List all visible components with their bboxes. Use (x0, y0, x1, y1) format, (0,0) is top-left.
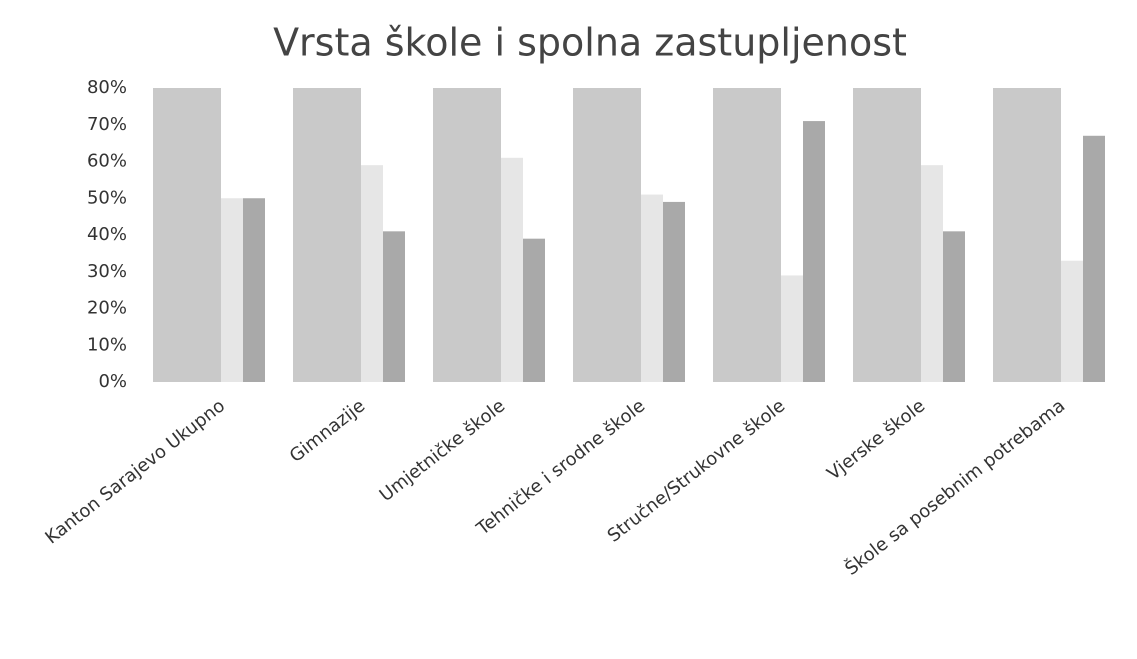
y-tick-label: 20% (87, 298, 127, 319)
y-tick-label: 0% (98, 371, 127, 392)
bar (293, 88, 361, 382)
bar (713, 88, 781, 382)
bar (383, 231, 405, 382)
bar (523, 238, 545, 382)
y-tick-label: 60% (87, 151, 127, 172)
x-tick-label: Kanton Sarajevo Ukupno (41, 395, 229, 548)
bar (921, 165, 943, 382)
x-tick-label: Gimnazije (286, 395, 369, 467)
bar (993, 88, 1061, 382)
bar (663, 201, 685, 382)
bar (853, 88, 921, 382)
chart-title: Vrsta škole i spolna zastupljenost (273, 21, 907, 65)
bar (501, 157, 523, 382)
y-tick-label: 80% (87, 77, 127, 98)
y-tick-label: 70% (87, 114, 127, 135)
bar (1083, 135, 1105, 382)
bar (803, 121, 825, 382)
bar (243, 198, 265, 382)
y-tick-label: 40% (87, 224, 127, 245)
x-tick-label: Škole sa posebnim potrebama (841, 395, 1069, 580)
x-tick-label: Umjetničke škole (376, 395, 509, 506)
bar (221, 198, 243, 382)
y-tick-label: 50% (87, 187, 127, 208)
bar (1061, 260, 1083, 382)
bar (433, 88, 501, 382)
x-tick-label: Vjerske škole (823, 395, 929, 484)
bar (641, 194, 663, 382)
bar (573, 88, 641, 382)
bar (781, 275, 803, 382)
bar (361, 165, 383, 382)
y-tick-label: 30% (87, 261, 127, 282)
bar (153, 88, 221, 382)
y-tick-label: 10% (87, 334, 127, 355)
bar (943, 231, 965, 382)
